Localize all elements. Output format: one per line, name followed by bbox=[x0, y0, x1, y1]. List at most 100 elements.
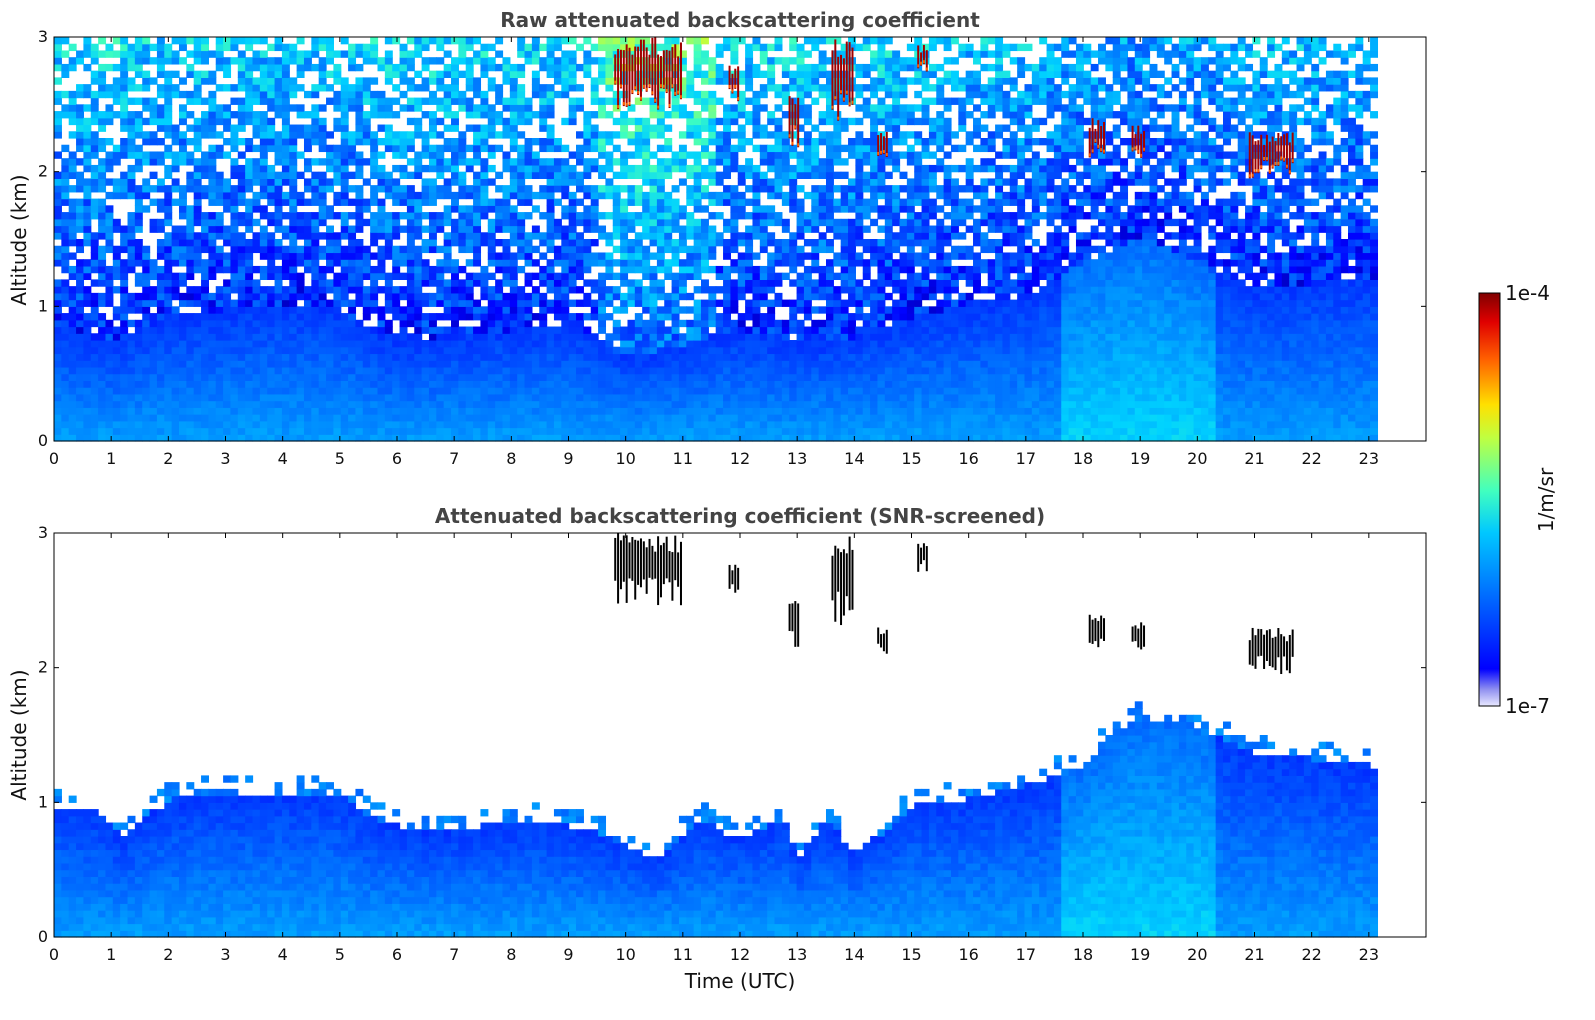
heatmap-cell bbox=[539, 57, 548, 65]
heatmap-cell bbox=[531, 346, 540, 355]
heatmap-cell bbox=[348, 198, 357, 206]
heatmap-cell bbox=[164, 218, 173, 227]
heatmap-cell bbox=[296, 420, 305, 429]
heatmap-cell bbox=[664, 380, 673, 388]
heatmap-cell bbox=[568, 400, 577, 408]
heatmap-cell bbox=[767, 380, 776, 388]
heatmap-cell bbox=[436, 77, 445, 85]
heatmap-cell bbox=[281, 158, 290, 166]
heatmap-cell bbox=[193, 299, 202, 307]
heatmap-cell bbox=[76, 299, 85, 307]
heatmap-cell bbox=[796, 414, 805, 422]
heatmap-cell bbox=[355, 265, 364, 274]
heatmap-cell bbox=[105, 434, 114, 442]
heatmap-cell bbox=[134, 346, 143, 355]
heatmap-cell bbox=[333, 427, 342, 435]
heatmap-cell bbox=[737, 252, 746, 260]
heatmap-cell bbox=[362, 158, 371, 166]
heatmap-cell bbox=[693, 245, 702, 254]
heatmap-cell bbox=[708, 104, 717, 112]
heatmap-cell bbox=[774, 340, 783, 348]
heatmap-cell bbox=[576, 97, 584, 105]
heatmap-cell bbox=[171, 292, 180, 301]
heatmap-cell bbox=[517, 131, 526, 139]
heatmap-cell bbox=[803, 37, 812, 45]
heatmap-cell bbox=[473, 77, 482, 85]
heatmap-cell bbox=[620, 225, 629, 233]
heatmap-cell bbox=[701, 353, 709, 361]
heatmap-cell bbox=[436, 400, 445, 408]
heatmap-cell bbox=[348, 393, 357, 402]
heatmap-cell bbox=[392, 313, 401, 321]
heatmap-cell bbox=[774, 239, 783, 247]
heatmap-cell bbox=[267, 198, 276, 206]
heatmap-cell bbox=[362, 272, 371, 280]
heatmap-cell bbox=[296, 373, 305, 381]
heatmap-cell bbox=[671, 292, 680, 301]
heatmap-cell bbox=[509, 272, 518, 280]
heatmap-cell bbox=[186, 340, 195, 348]
heatmap-cell bbox=[451, 306, 459, 314]
heatmap-cell bbox=[370, 164, 379, 173]
heatmap-cell bbox=[61, 340, 70, 348]
heatmap-cell bbox=[620, 366, 629, 375]
heatmap-cell bbox=[54, 353, 62, 361]
heatmap-cell bbox=[576, 131, 584, 139]
heatmap-cell bbox=[539, 171, 548, 179]
heatmap-cell bbox=[678, 265, 687, 274]
heatmap-cell bbox=[340, 212, 349, 220]
heatmap-cell bbox=[620, 158, 629, 166]
heatmap-cell bbox=[414, 387, 423, 395]
heatmap-cell bbox=[399, 212, 408, 220]
heatmap-cell bbox=[399, 340, 408, 348]
heatmap-cell bbox=[112, 77, 121, 85]
heatmap-cell bbox=[237, 37, 246, 45]
heatmap-cell bbox=[649, 333, 658, 341]
heatmap-cell bbox=[664, 239, 673, 247]
heatmap-cell bbox=[61, 380, 70, 388]
heatmap-cell bbox=[311, 90, 320, 99]
heatmap-cell bbox=[803, 158, 812, 166]
heatmap-cell bbox=[333, 212, 342, 220]
heatmap-cell bbox=[811, 326, 820, 334]
heatmap-cell bbox=[134, 37, 143, 45]
heatmap-cell bbox=[421, 225, 430, 233]
heatmap-cell bbox=[715, 340, 724, 348]
heatmap-cell bbox=[605, 77, 614, 85]
heatmap-cell bbox=[443, 393, 452, 402]
heatmap-cell bbox=[267, 387, 276, 395]
heatmap-cell bbox=[451, 84, 459, 92]
heatmap-cell bbox=[303, 346, 312, 355]
heatmap-cell bbox=[517, 414, 526, 422]
heatmap-cell bbox=[583, 212, 592, 220]
heatmap-cell bbox=[451, 37, 459, 45]
heatmap-cell bbox=[487, 104, 496, 112]
heatmap-cell bbox=[259, 292, 268, 301]
heatmap-cell bbox=[796, 319, 805, 328]
heatmap-cell bbox=[642, 272, 651, 280]
heatmap-cell bbox=[686, 117, 695, 126]
heatmap-cell bbox=[796, 400, 805, 408]
heatmap-cell bbox=[384, 393, 393, 402]
heatmap-cell bbox=[568, 279, 577, 287]
heatmap-cell bbox=[178, 104, 187, 112]
heatmap-cell bbox=[531, 292, 540, 301]
heatmap-cell bbox=[649, 326, 658, 334]
heatmap-cell bbox=[83, 380, 92, 388]
heatmap-cell bbox=[759, 346, 768, 355]
heatmap-cell bbox=[120, 77, 129, 85]
heatmap-cell bbox=[531, 360, 540, 368]
heatmap-cell bbox=[112, 90, 121, 99]
heatmap-cell bbox=[421, 414, 430, 422]
heatmap-cell bbox=[215, 259, 224, 267]
heatmap-cell bbox=[164, 306, 173, 314]
heatmap-cell bbox=[318, 400, 327, 408]
heatmap-cell bbox=[237, 212, 246, 220]
heatmap-cell bbox=[451, 259, 459, 267]
heatmap-cell bbox=[774, 360, 783, 368]
heatmap-cell bbox=[428, 373, 437, 381]
heatmap-cell bbox=[384, 218, 393, 227]
heatmap-cell bbox=[590, 225, 599, 233]
heatmap-cell bbox=[318, 272, 327, 280]
heatmap-cell bbox=[149, 265, 158, 274]
